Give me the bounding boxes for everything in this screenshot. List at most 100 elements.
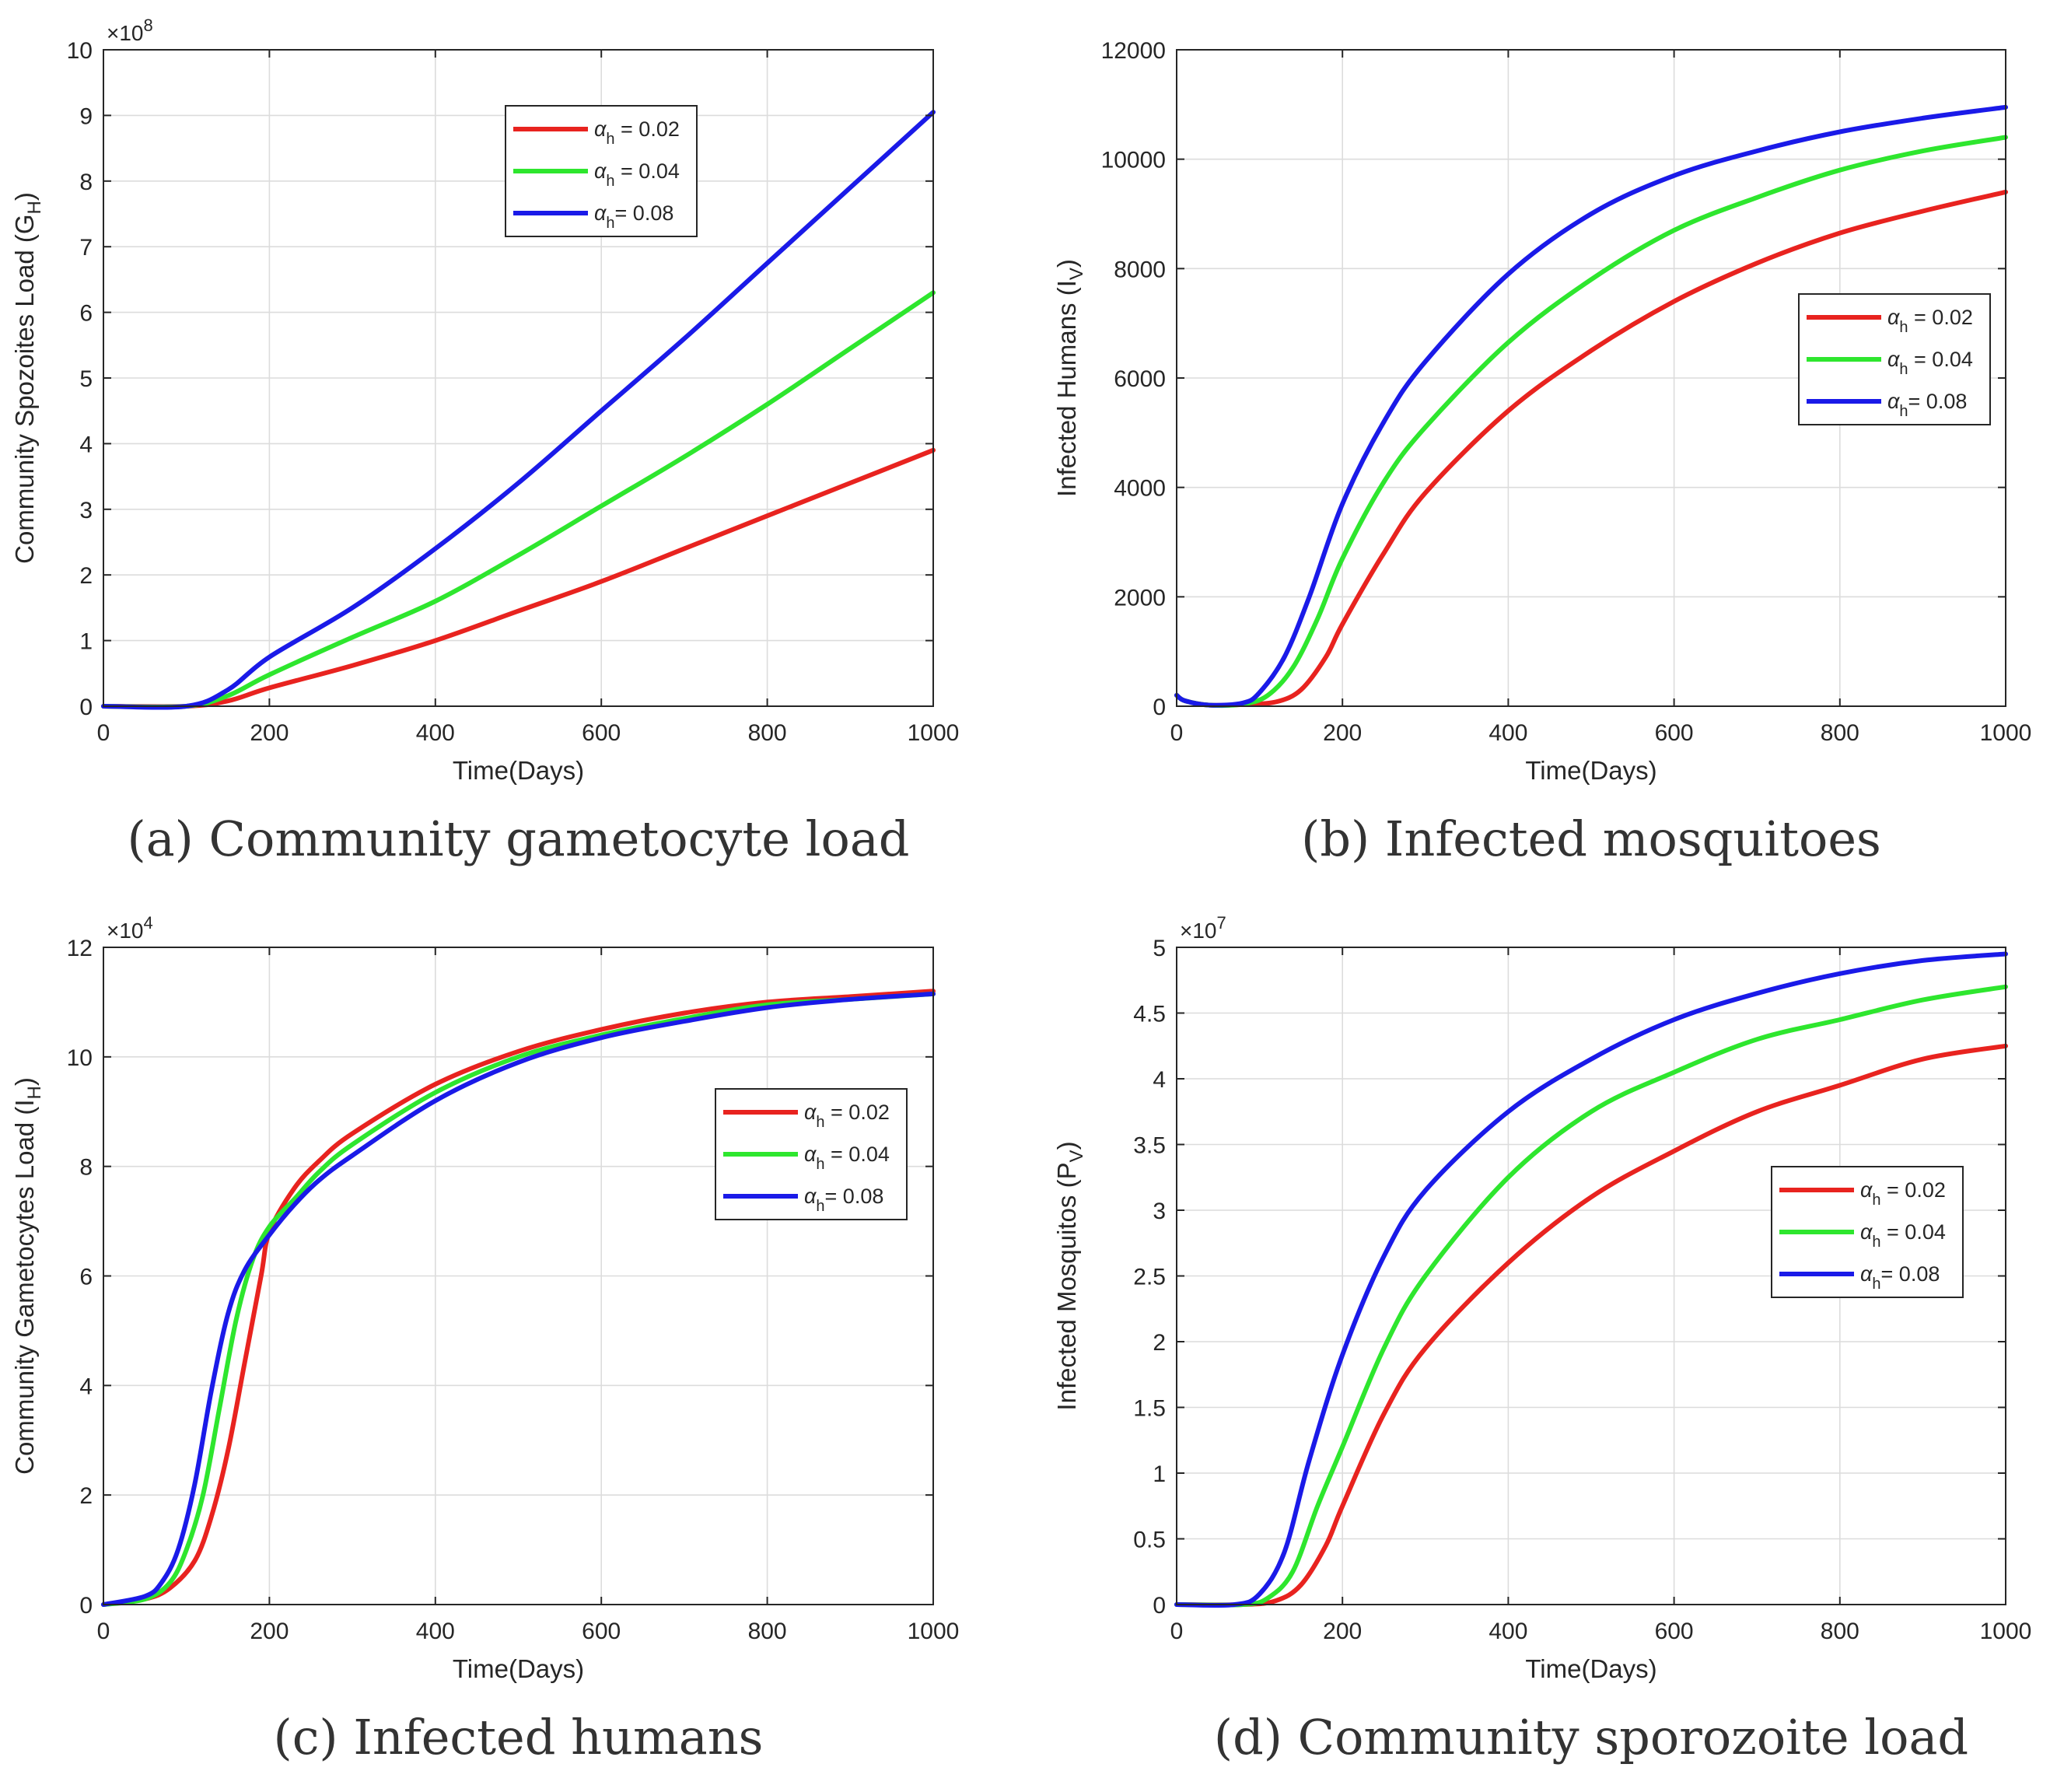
x-tick-label: 400	[416, 720, 455, 746]
y-tick-label: 2000	[1114, 585, 1166, 611]
x-tick-label: 200	[1323, 720, 1362, 746]
y-exponent: ×104	[107, 913, 153, 943]
y-axis-label: Infected Humans (IV)	[1052, 259, 1087, 497]
y-tick-label: 7	[79, 235, 93, 261]
y-tick-label: 12000	[1101, 38, 1166, 64]
y-tick-label: 10	[67, 1045, 93, 1071]
legend: αh = 0.02 αh = 0.04 αh= 0.08	[715, 1088, 908, 1220]
x-tick-label: 400	[1489, 1619, 1527, 1644]
y-tick-label: 0	[79, 695, 93, 720]
y-tick-label: 6	[79, 1265, 93, 1290]
y-axis-label: Community Gametocytes Load (IH)	[10, 1077, 45, 1475]
legend-label-2: αh = 0.04	[594, 159, 680, 190]
chart-panel-2: 0 200 400 600 800 100002000400060008000100001…	[1052, 38, 2031, 867]
y-tick-label: 8	[79, 1155, 93, 1181]
legend-label-1: αh = 0.02	[1860, 1178, 1946, 1209]
legend-label-2: αh = 0.04	[1860, 1220, 1946, 1251]
legend-label-1: αh = 0.02	[804, 1101, 890, 1131]
y-tick-label: 12	[67, 936, 93, 961]
y-tick-label: 1	[79, 629, 93, 655]
panel-caption: (c) Infected humans	[274, 1709, 764, 1766]
y-tick-label: 0	[79, 1593, 93, 1619]
series-line-1	[101, 989, 936, 1607]
x-tick-label: 400	[1489, 720, 1527, 746]
y-tick-label: 0.5	[1133, 1528, 1166, 1553]
series-line-3	[101, 991, 936, 1607]
legend-label-3: αh= 0.08	[804, 1185, 883, 1215]
panel-caption: (b) Infected mosquitoes	[1301, 810, 1881, 867]
y-tick-label: 8000	[1114, 257, 1166, 282]
x-tick-label: 1000	[1980, 1619, 2032, 1644]
x-tick-label: 0	[1170, 1619, 1184, 1644]
x-tick-label: 1000	[908, 1619, 960, 1644]
x-tick-label: 0	[1170, 720, 1184, 746]
y-tick-label: 5	[1153, 936, 1166, 961]
x-tick-label: 800	[1821, 1619, 1859, 1644]
y-tick-label: 1	[1153, 1461, 1166, 1487]
x-tick-label: 0	[97, 720, 110, 746]
series-line-3	[101, 110, 936, 710]
series-line-2	[101, 991, 936, 1607]
x-tick-label: 800	[1821, 720, 1859, 746]
y-axis-label: Community Spozoites Load (GH)	[10, 192, 45, 564]
legend-label-3: αh= 0.08	[1860, 1262, 1940, 1293]
chart-panel-4: 0 200 400 600 800 1000 0 0.5 1 1.5 2 2.5 3 3.5 4 4.5 5 ×1…	[1052, 913, 2031, 1766]
y-tick-label: 3.5	[1133, 1133, 1166, 1159]
y-exponent: ×107	[1180, 913, 1226, 943]
y-tick-label: 8	[79, 170, 93, 195]
y-tick-label: 2	[79, 563, 93, 589]
legend-label-2: αh = 0.04	[1887, 348, 1973, 378]
y-tick-label: 3	[79, 498, 93, 523]
y-tick-label: 2	[1153, 1330, 1166, 1356]
x-tick-label: 0	[97, 1619, 110, 1644]
series-line-1	[101, 447, 936, 709]
y-tick-label: 4	[79, 1374, 93, 1399]
panel-caption: (d) Community sporozoite load	[1214, 1709, 1968, 1766]
x-tick-label: 200	[1323, 1619, 1362, 1644]
y-axis-label: Infected Mosquitos (PV)	[1052, 1141, 1087, 1410]
y-tick-label: 9	[79, 103, 93, 129]
y-tick-label: 0	[1153, 695, 1166, 720]
y-tick-label: 2	[79, 1483, 93, 1509]
series-line-2	[1174, 984, 2008, 1608]
y-tick-label: 10	[67, 38, 93, 64]
x-tick-label: 600	[582, 1619, 621, 1644]
x-tick-label: 200	[250, 1619, 289, 1644]
legend-label-1: αh = 0.02	[594, 117, 680, 148]
y-tick-label: 4	[1153, 1067, 1166, 1093]
x-tick-label: 600	[582, 720, 621, 746]
chart-panel-3: 0 200 400 600 800 1000 0 2 4 6 8 10 12 ×104 Time(Days)…	[10, 913, 959, 1766]
legend-label-1: αh = 0.02	[1887, 306, 1973, 336]
y-tick-label: 6000	[1114, 366, 1166, 392]
legend: αh = 0.02 αh = 0.04 αh= 0.08	[505, 105, 698, 237]
legend-label-2: αh = 0.04	[804, 1143, 890, 1173]
x-tick-label: 1000	[908, 720, 960, 746]
x-tick-label: 800	[748, 720, 787, 746]
legend-label-3: αh= 0.08	[1887, 390, 1967, 420]
y-tick-label: 6	[79, 301, 93, 327]
x-axis-label: Time(Days)	[453, 1654, 584, 1683]
legend: αh = 0.02 αh = 0.04 αh= 0.08	[1798, 293, 1991, 425]
y-tick-label: 4	[79, 432, 93, 457]
x-tick-label: 400	[416, 1619, 455, 1644]
x-tick-label: 200	[250, 720, 289, 746]
panel-caption: (a) Community gametocyte load	[128, 810, 910, 867]
y-tick-label: 2.5	[1133, 1265, 1166, 1290]
x-axis-label: Time(Days)	[1525, 756, 1656, 785]
y-tick-label: 3	[1153, 1199, 1166, 1224]
y-tick-label: 4000	[1114, 476, 1166, 502]
legend: αh = 0.02 αh = 0.04 αh= 0.08	[1771, 1166, 1964, 1298]
y-tick-label: 4.5	[1133, 1002, 1166, 1027]
series-line-1	[1174, 1043, 2008, 1608]
y-exponent: ×108	[107, 16, 153, 45]
x-axis-label: Time(Days)	[1525, 1654, 1656, 1683]
series-line-3	[1174, 104, 2008, 708]
chart-panel-1: 0 200 400 600 800 1000 0 1 2 3 4 5 6 7 8 9 10 ×108 Time(Da…	[10, 16, 959, 867]
legend-label-3: αh= 0.08	[594, 201, 673, 232]
x-tick-label: 800	[748, 1619, 787, 1644]
x-axis-label: Time(Days)	[453, 756, 584, 785]
y-tick-label: 10000	[1101, 148, 1166, 173]
x-tick-label: 600	[1655, 1619, 1694, 1644]
series-line-2	[101, 290, 936, 710]
